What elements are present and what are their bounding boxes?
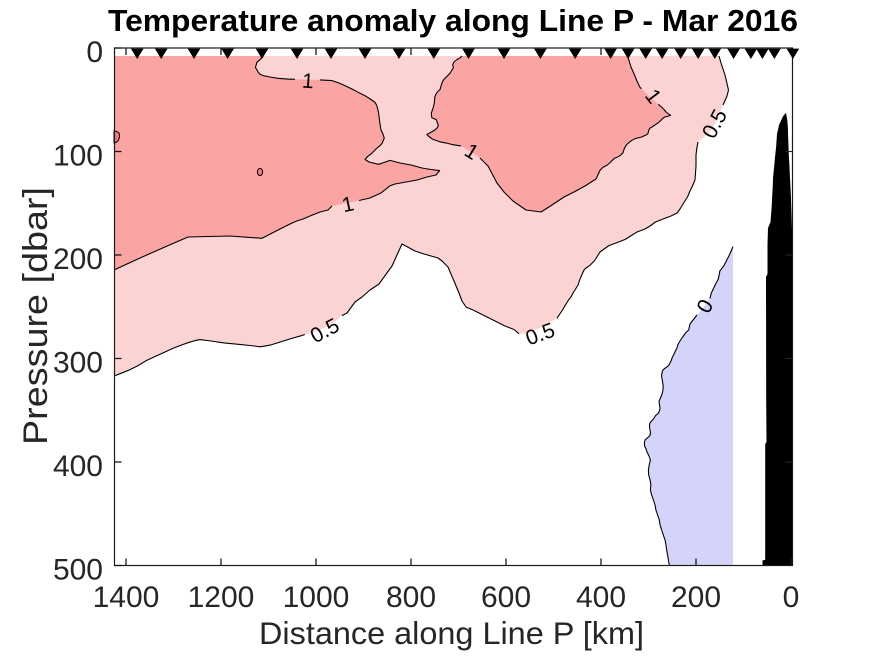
svg-text:1200: 1200 [188, 581, 255, 614]
svg-text:800: 800 [386, 581, 436, 614]
svg-text:200: 200 [671, 581, 721, 614]
svg-text:Distance along Line P [km]: Distance along Line P [km] [259, 615, 644, 651]
svg-text:0: 0 [86, 36, 103, 69]
svg-text:Temperature anomaly along Line: Temperature anomaly along Line P - Mar 2… [108, 3, 798, 38]
svg-text:100: 100 [53, 140, 103, 173]
svg-text:400: 400 [53, 450, 103, 483]
svg-text:1: 1 [340, 192, 356, 217]
svg-text:400: 400 [576, 581, 626, 614]
svg-text:200: 200 [53, 243, 103, 276]
svg-text:1: 1 [301, 70, 314, 94]
svg-text:500: 500 [53, 554, 103, 587]
svg-text:1000: 1000 [283, 581, 350, 614]
svg-text:0: 0 [783, 581, 800, 614]
svg-text:600: 600 [481, 581, 531, 614]
svg-text:Pressure [dbar]: Pressure [dbar] [17, 187, 55, 445]
svg-text:300: 300 [53, 347, 103, 380]
svg-text:1400: 1400 [93, 581, 160, 614]
